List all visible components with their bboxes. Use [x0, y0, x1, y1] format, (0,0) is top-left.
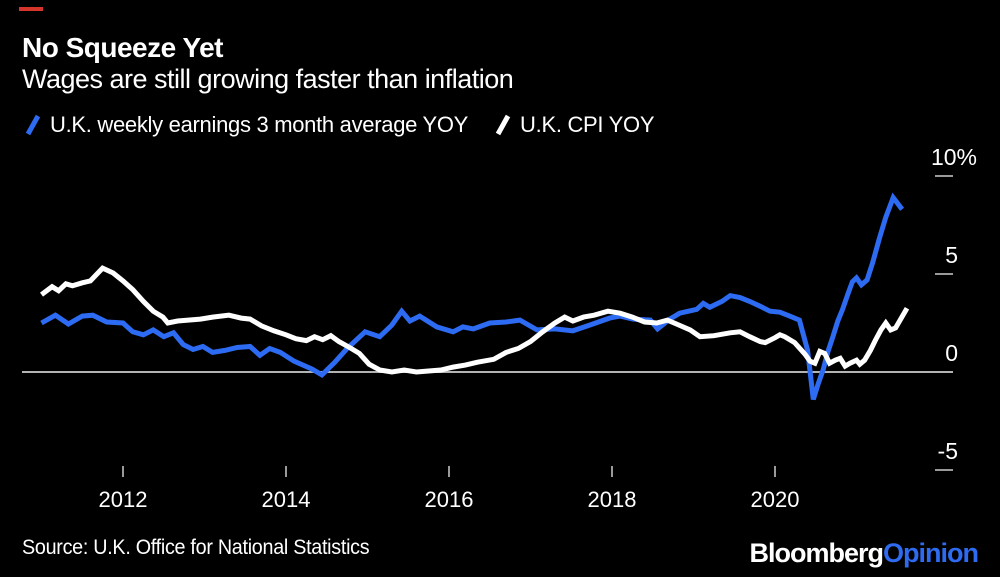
legend-item-cpi: U.K. CPI YOY [494, 112, 655, 138]
x-axis-label: 2012 [98, 487, 148, 512]
earnings-line [40, 192, 905, 401]
legend-item-earnings: U.K. weekly earnings 3 month average YOY [24, 112, 468, 138]
cpi-line [40, 265, 910, 375]
y-axis-label: -5 [937, 438, 958, 464]
chart-subtitle: Wages are still growing faster than infl… [22, 64, 514, 94]
legend-label-earnings: U.K. weekly earnings 3 month average YOY [50, 112, 469, 137]
earnings-series-swatch-icon [25, 114, 41, 136]
chart-title: No Squeeze Yet [22, 32, 224, 63]
bloomberg-opinion-logo: BloombergOpinion [750, 538, 979, 569]
bloomberg-red-dash [19, 7, 43, 11]
x-axis-label: 2018 [587, 487, 637, 512]
source-note: Source: U.K. Office for National Statist… [22, 536, 370, 559]
logo-opinion: Opinion [883, 538, 979, 568]
y-axis-label: 0 [945, 340, 958, 366]
y-axis-label: 5 [945, 242, 958, 268]
cpi-series-swatch-icon [495, 114, 511, 136]
legend: U.K. weekly earnings 3 month average YOY… [24, 112, 655, 138]
x-axis-label: 2014 [261, 487, 311, 512]
x-axis-label: 2020 [750, 487, 800, 512]
legend-label-cpi: U.K. CPI YOY [520, 112, 655, 137]
logo-bloomberg: Bloomberg [749, 538, 885, 568]
x-axis-label: 2016 [424, 487, 474, 512]
y-axis-label: 10% [930, 144, 977, 170]
